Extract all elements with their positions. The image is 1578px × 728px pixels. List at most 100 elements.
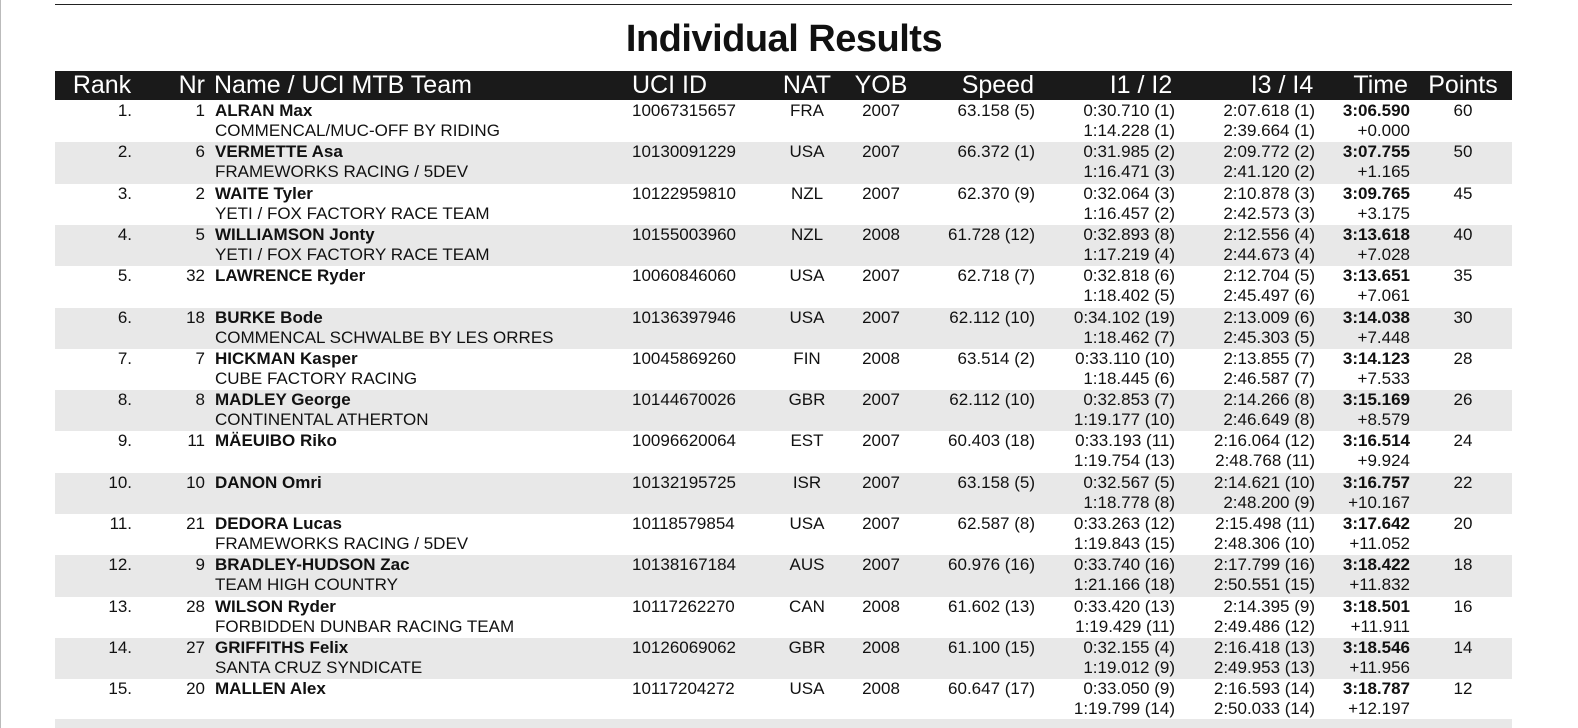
header-band xyxy=(55,71,1512,100)
cell-nat: USA xyxy=(789,266,825,286)
row-stripe xyxy=(55,472,1512,514)
cell-i4: 2:45.303 (5) xyxy=(1223,327,1315,347)
cell-i3: 2:17.799 (16) xyxy=(1213,555,1315,575)
cell-gap: +7.533 xyxy=(1357,368,1410,388)
cell-name: WILSON Ryder xyxy=(215,596,336,616)
cell-points: 14 xyxy=(1453,637,1473,657)
cell-i4: 2:42.573 (3) xyxy=(1223,203,1315,223)
cell-speed: 62.112 (10) xyxy=(949,307,1035,327)
cell-i4: 2:48.200 (9) xyxy=(1223,492,1315,512)
cell-team: FRAMEWORKS RACING / 5DEV xyxy=(215,162,469,182)
cell-gap: +11.832 xyxy=(1349,575,1410,595)
cell-uci-id: 10138167184 xyxy=(632,555,737,575)
cell-gap: +12.197 xyxy=(1348,699,1410,719)
cell-i2: 1:14.228 (1) xyxy=(1083,121,1175,140)
cell-i2: 1:18.445 (6) xyxy=(1083,368,1175,388)
cell-nr: 2 xyxy=(195,183,205,203)
cell-name: MALLEN Alex xyxy=(215,679,326,699)
cell-gap: +11.956 xyxy=(1349,657,1410,677)
cell-uci-id: 10126069062 xyxy=(632,637,737,657)
cell-nat: CAN xyxy=(789,596,825,616)
cell-i2: 1:16.471 (3) xyxy=(1083,162,1175,182)
cell-i2: 1:18.778 (8) xyxy=(1083,492,1175,512)
cell-yob: 2007 xyxy=(862,183,900,203)
cell-rank: 9. xyxy=(117,431,132,451)
cell-i1: 0:32.567 (5) xyxy=(1083,472,1175,492)
cell-points: 50 xyxy=(1453,142,1473,162)
cell-yob: 2007 xyxy=(862,142,900,162)
cell-i4: 2:48.306 (10) xyxy=(1213,534,1315,553)
cell-speed: 62.112 (10) xyxy=(949,390,1035,410)
cell-i1: 0:33.263 (12) xyxy=(1073,514,1175,533)
cell-i3: 2:15.498 (11) xyxy=(1215,514,1315,533)
cell-i3: 2:14.621 (10) xyxy=(1213,472,1315,492)
cell-nr: 21 xyxy=(186,514,205,533)
cell-points: 35 xyxy=(1453,266,1473,286)
cell-uci-id: 10117204272 xyxy=(632,679,735,699)
cell-yob: 2007 xyxy=(862,307,900,327)
cell-name: HICKMAN Kasper xyxy=(215,348,358,368)
cell-time: 3:17.642 xyxy=(1342,514,1410,533)
column-header: I3 / I4 xyxy=(1250,71,1314,99)
cell-i4: 2:48.768 (11) xyxy=(1215,451,1315,471)
cell-gap: +0.000 xyxy=(1357,121,1410,140)
cell-yob: 2008 xyxy=(862,679,900,699)
cell-nat: FIN xyxy=(793,348,821,368)
row-stripe xyxy=(55,307,1512,349)
cell-time: 3:14.123 xyxy=(1342,348,1410,368)
cell-nr: 18 xyxy=(186,307,205,327)
cell-points: 24 xyxy=(1453,431,1473,451)
row-stripe xyxy=(55,555,1512,597)
cell-speed: 63.158 (5) xyxy=(957,472,1036,492)
cell-speed: 60.647 (17) xyxy=(948,679,1035,699)
cell-rank: 6. xyxy=(117,307,132,327)
cell-i1: 0:33.740 (16) xyxy=(1073,555,1175,575)
cell-gap: +1.165 xyxy=(1357,162,1410,182)
cell-i4: 2:46.587 (7) xyxy=(1223,368,1315,388)
cell-nr: 28 xyxy=(186,596,205,616)
cell-speed: 63.514 (2) xyxy=(957,348,1036,368)
cell-gap: +7.061 xyxy=(1357,286,1410,306)
cell-rank: 15. xyxy=(108,679,132,699)
cell-i3: 2:13.855 (7) xyxy=(1223,348,1315,368)
cell-name: DEDORA Lucas xyxy=(215,514,342,533)
cell-rank: 12. xyxy=(108,555,132,575)
cell-rank: 3. xyxy=(117,183,132,203)
cell-team: FORBIDDEN DUNBAR RACING TEAM xyxy=(215,616,515,636)
cell-nat: NZL xyxy=(790,183,824,203)
cell-nr: 10 xyxy=(186,472,205,492)
column-header: Time xyxy=(1353,71,1408,99)
cell-uci-id: 10130091229 xyxy=(632,142,737,162)
cell-i2: 1:19.177 (10) xyxy=(1073,410,1175,430)
cell-yob: 2007 xyxy=(862,514,900,533)
cell-i1: 0:34.102 (19) xyxy=(1073,307,1175,327)
cell-name: WILLIAMSON Jonty xyxy=(215,224,375,244)
cell-team: YETI / FOX FACTORY RACE TEAM xyxy=(215,244,490,264)
cell-time: 3:18.787 xyxy=(1342,679,1410,699)
top-rule xyxy=(55,4,1512,5)
cell-uci-id: 10122959810 xyxy=(632,183,737,203)
cell-team: FRAMEWORKS RACING / 5DEV xyxy=(215,534,469,553)
cell-yob: 2008 xyxy=(862,596,900,616)
column-header: NAT xyxy=(782,71,832,99)
cell-time: 3:15.169 xyxy=(1342,390,1410,410)
cell-nat: EST xyxy=(790,431,824,451)
cell-gap: +3.175 xyxy=(1357,203,1410,223)
cell-points: 45 xyxy=(1453,183,1473,203)
cell-uci-id: 10155003960 xyxy=(632,224,737,244)
cell-name: VERMETTE Asa xyxy=(215,142,343,162)
cell-name: MÄEUIBO Riko xyxy=(215,431,337,451)
cell-i3: 2:09.772 (2) xyxy=(1223,142,1315,162)
cell-i2: 1:21.166 (18) xyxy=(1073,575,1175,595)
cell-nat: ISR xyxy=(792,472,822,492)
cell-points: 18 xyxy=(1453,555,1473,575)
cell-gap: +7.028 xyxy=(1357,244,1410,264)
cell-points: 20 xyxy=(1453,514,1473,533)
cell-points: 40 xyxy=(1453,224,1473,244)
cell-yob: 2007 xyxy=(862,472,900,492)
cell-uci-id: 10045869260 xyxy=(632,348,737,368)
cell-points: 22 xyxy=(1453,472,1473,492)
cell-i2: 1:19.429 (11) xyxy=(1075,616,1175,636)
cell-i1: 0:33.420 (13) xyxy=(1073,596,1175,616)
row-stripe xyxy=(55,719,1512,728)
